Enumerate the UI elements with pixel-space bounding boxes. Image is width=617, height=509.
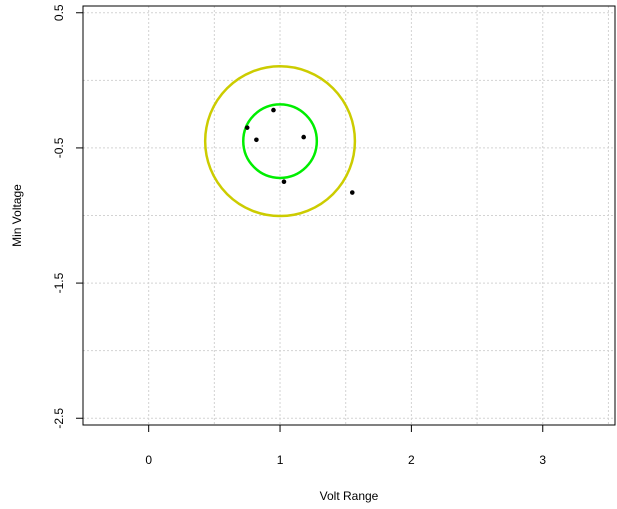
data-point bbox=[254, 137, 259, 143]
y-axis-label: Min Voltage bbox=[10, 184, 24, 247]
x-axis-label: Volt Range bbox=[320, 489, 379, 503]
x-axis: 0 1 2 3 bbox=[145, 425, 546, 467]
data-point bbox=[244, 125, 250, 130]
plot-frame bbox=[82, 5, 616, 426]
x-tick-label: 2 bbox=[408, 453, 415, 467]
data-point bbox=[271, 107, 276, 113]
data-points bbox=[244, 107, 355, 195]
y-tick-label: -2.5 bbox=[52, 408, 66, 429]
y-tick-label: -0.5 bbox=[52, 137, 66, 158]
ellipse-group bbox=[203, 65, 357, 218]
data-point bbox=[349, 190, 355, 195]
outer-circle bbox=[203, 65, 357, 218]
x-tick-label: 1 bbox=[277, 453, 284, 467]
inner-circle bbox=[242, 103, 319, 180]
y-axis: 0.5 -0.5 -1.5 -2.5 bbox=[52, 4, 83, 429]
x-tick-label: 3 bbox=[539, 453, 546, 467]
grid-lines bbox=[82, 6, 615, 425]
y-tick-label: -1.5 bbox=[52, 272, 66, 293]
data-point bbox=[301, 134, 306, 140]
data-point bbox=[281, 179, 287, 185]
y-tick-label: 0.5 bbox=[52, 4, 66, 21]
x-tick-label: 0 bbox=[145, 453, 152, 467]
